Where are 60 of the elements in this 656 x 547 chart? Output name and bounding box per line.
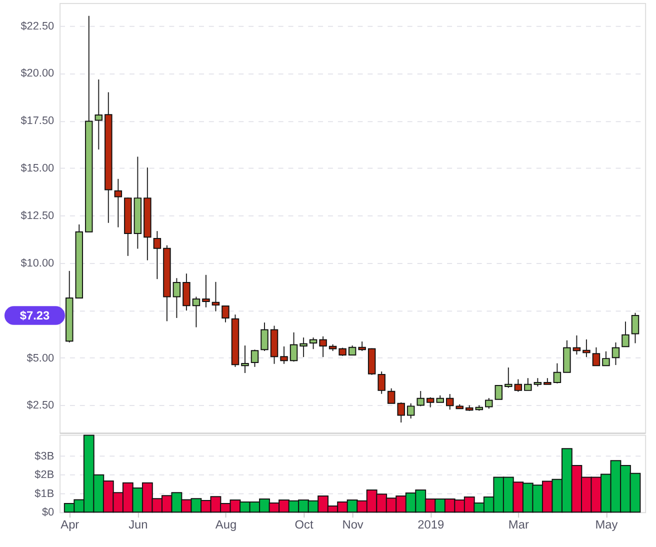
candlestick xyxy=(309,337,318,350)
x-tick-label: Nov xyxy=(342,518,364,532)
y-tick-label: $3B xyxy=(34,450,54,462)
candlestick xyxy=(426,396,434,408)
candlestick xyxy=(514,378,522,392)
candlestick xyxy=(494,385,503,400)
candlestick xyxy=(416,390,424,407)
candlestick xyxy=(114,178,122,228)
x-tick-label: Oct xyxy=(294,518,314,532)
x-tick-label: 2019 xyxy=(418,518,444,532)
candlestick xyxy=(592,346,600,366)
candlestick xyxy=(241,344,249,374)
y-tick-label: $15.00 xyxy=(20,162,54,175)
text: $7.23 xyxy=(20,308,50,322)
candlestick xyxy=(397,402,405,423)
x-tick-label: Aug xyxy=(215,518,237,532)
y-tick-label: $12.50 xyxy=(20,210,54,222)
candlestick xyxy=(622,321,630,348)
x-tick-label: Jun xyxy=(128,518,148,532)
candlestick xyxy=(222,306,230,323)
candlestick xyxy=(153,230,162,280)
candlestick xyxy=(631,312,640,344)
candlestick xyxy=(485,398,493,410)
y-tick-label: $1B xyxy=(34,488,54,500)
x-tick-label: May xyxy=(595,518,618,532)
candlestick xyxy=(94,78,103,150)
y-tick-label: $10.00 xyxy=(20,257,54,270)
candlestick xyxy=(358,340,366,352)
candlestick xyxy=(192,296,200,328)
candlestick xyxy=(348,344,356,356)
y-tick-label: $20.00 xyxy=(20,68,54,80)
candlestick xyxy=(553,362,562,384)
y-tick-label: $17.50 xyxy=(20,115,54,128)
y-tick-label: $2.50 xyxy=(26,400,54,412)
candlestick xyxy=(280,346,288,364)
candlestick xyxy=(387,388,396,404)
candlestick xyxy=(300,337,308,358)
candlestick xyxy=(212,281,220,312)
y-tick-label: $2B xyxy=(34,469,54,482)
candlestick xyxy=(378,370,386,394)
candlestick xyxy=(612,342,620,366)
candlestick xyxy=(250,349,259,368)
x-tick-label: Mar xyxy=(508,518,529,532)
candlestick xyxy=(406,402,415,420)
candlestick xyxy=(172,278,181,318)
x-tick-label: Apr xyxy=(60,518,80,532)
y-tick-label: $5.00 xyxy=(26,352,54,364)
candlestick xyxy=(582,338,590,358)
candlestick xyxy=(319,336,327,358)
candlestick xyxy=(202,274,210,308)
candlestick xyxy=(260,322,268,352)
candlestick xyxy=(602,350,610,366)
candlestick xyxy=(446,394,454,410)
y-tick-label: $0 xyxy=(42,506,54,519)
candlestick xyxy=(290,332,298,362)
candlestick xyxy=(572,334,581,356)
candlestick xyxy=(182,273,190,312)
candlestick xyxy=(504,366,512,388)
candlestick xyxy=(524,378,532,391)
y-tick-label: $22.50 xyxy=(20,20,54,32)
